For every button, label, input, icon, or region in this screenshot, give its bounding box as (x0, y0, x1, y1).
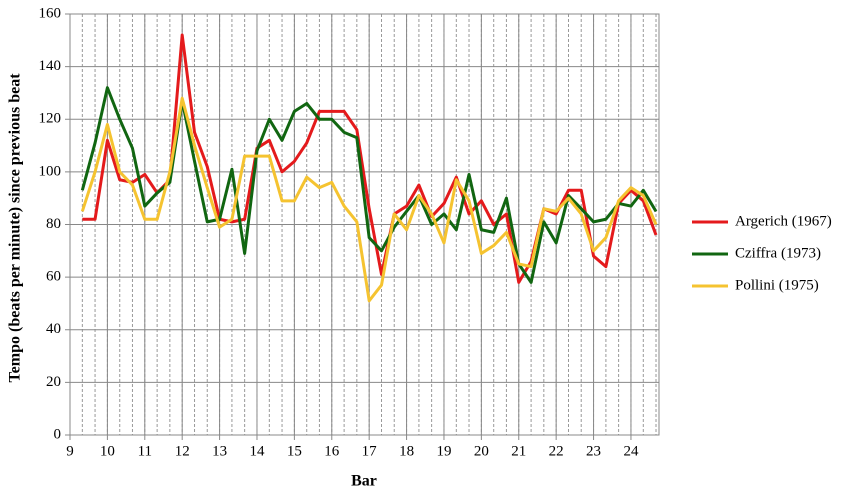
y-tick-label: 120 (39, 111, 62, 127)
y-tick-label: 160 (39, 5, 62, 21)
legend-label: Argerich (1967) (735, 213, 832, 229)
y-axis-title: Tempo (beats per minute) since previous … (7, 73, 24, 383)
x-tick-label: 9 (66, 443, 74, 459)
y-tick-label: 20 (46, 374, 61, 390)
x-axis-title: Bar (351, 473, 377, 490)
x-tick-label: 23 (586, 443, 601, 459)
x-tick-label: 21 (511, 443, 526, 459)
plot-frame (69, 13, 660, 436)
y-tick-label: 0 (54, 426, 62, 442)
legend-label: Pollini (1975) (735, 277, 819, 293)
x-tick-label: 24 (623, 443, 639, 459)
x-tick-label: 14 (249, 443, 265, 459)
x-tick-label: 18 (399, 443, 414, 459)
y-tick-label: 80 (46, 216, 61, 232)
x-tick-label: 13 (212, 443, 227, 459)
x-tick-label: 10 (100, 443, 115, 459)
x-tick-label: 12 (175, 443, 190, 459)
x-tick-label: 22 (549, 443, 564, 459)
x-tick-label: 17 (362, 443, 378, 459)
y-tick-label: 40 (46, 321, 61, 337)
x-tick-label: 15 (287, 443, 302, 459)
y-tick-label: 60 (46, 269, 61, 285)
y-tick-label: 140 (39, 58, 62, 74)
x-tick-label: 16 (324, 443, 340, 459)
x-tick-label: 20 (474, 443, 489, 459)
legend-label: Cziffra (1973) (735, 245, 821, 261)
x-tick-label: 11 (138, 443, 152, 459)
series-line (80, 96, 658, 303)
y-tick-label: 100 (39, 163, 62, 179)
x-tick-label: 19 (436, 443, 451, 459)
